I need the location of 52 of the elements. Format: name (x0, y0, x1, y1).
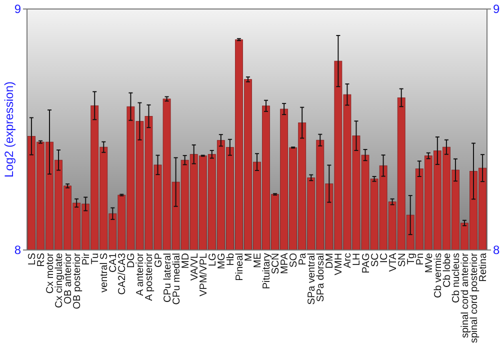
x-tick-label: CPu medial (171, 253, 182, 305)
x-tick-label: M (243, 253, 254, 262)
y-axis-title: Log2 (expression) (2, 81, 16, 178)
x-tick-label: LG (207, 252, 218, 266)
x-tick-label: Hb (225, 252, 236, 266)
x-tick-label: Arc (342, 253, 354, 268)
x-tick-label: RS (36, 252, 47, 267)
x-tick-label: PAG (360, 252, 372, 274)
x-tick-label: Cb nucleus (450, 253, 462, 304)
x-tick-label: MD (180, 253, 192, 269)
x-tick-label: DM (324, 253, 336, 269)
y2-tick-label: 8 (493, 243, 500, 258)
x-tick-label: ventral S (99, 252, 110, 292)
x-tick-label: Cb vermis (432, 253, 444, 298)
x-tick-label: LS (26, 252, 38, 266)
x-tick-label: spinal cord anterior (460, 252, 471, 338)
x-tick-label: VA/VL (189, 252, 200, 281)
x-tick-label: Pa (298, 252, 309, 266)
x-tick-label: Tg (406, 253, 417, 265)
x-tick-label: SN (396, 253, 408, 267)
x-tick-label: MPA (280, 252, 291, 274)
x-tick-label: A posterior (144, 252, 156, 301)
x-tick-label: LH (352, 253, 363, 266)
x-tick-label: Tu (90, 253, 102, 264)
y2-tick-label: 9 (493, 2, 500, 16)
x-tick-label: CA1 (108, 252, 120, 272)
x-tick-label: Cb lobe (442, 252, 453, 288)
x-tick-label: ME (252, 252, 264, 268)
x-tick-label: A anterior (135, 252, 146, 296)
x-tick-label: SO (288, 252, 300, 268)
x-tick-label: VPM/VPL (198, 252, 210, 296)
x-tick-label: IC (378, 253, 390, 263)
x-tick-label: Retina (478, 252, 490, 282)
x-tick-label: CPu lateral (162, 253, 174, 302)
x-tick-label: MG (216, 252, 228, 270)
x-tick-label: Pituitary (262, 253, 273, 290)
x-tick-label: Cx cingulate (54, 252, 66, 308)
x-tick-label: Pn (414, 253, 426, 266)
x-tick-label: SCN (270, 253, 282, 274)
x-tick-label: Pir (81, 252, 92, 266)
x-tick-label: VMH (334, 253, 345, 276)
x-tick-label: Pineal (234, 253, 246, 281)
x-tick-label: DG (126, 252, 138, 268)
x-tick-label: SPa dorsal (316, 253, 327, 302)
x-tick-label: spinal cord posterior (469, 252, 480, 344)
x-tick-label: GP (153, 252, 164, 268)
x-tick-label: OB anterior (63, 252, 74, 304)
x-tick-label: VTA (388, 252, 399, 272)
x-tick-label: CA2/CA3 (117, 252, 128, 295)
x-tick-label: SC (370, 253, 381, 267)
x-tick-label: MVe (424, 252, 435, 274)
x-tick-label: OB posterior (72, 252, 84, 310)
